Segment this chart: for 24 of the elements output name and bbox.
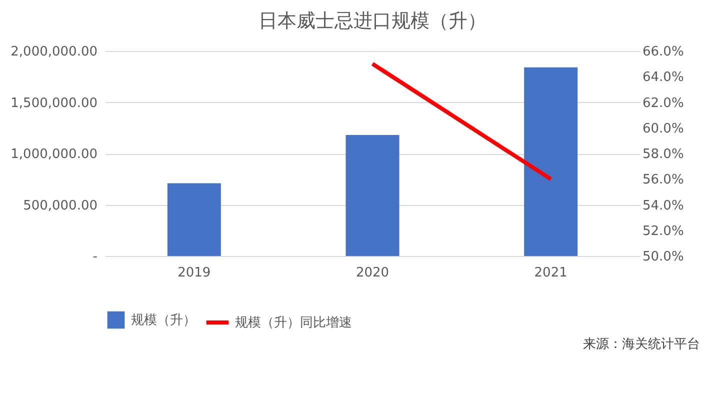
- source-note: 来源：海关统计平台: [583, 337, 700, 352]
- y-tick-label: 1,500,000.00: [10, 96, 98, 111]
- y2-tick-label: 56.0%: [642, 172, 684, 188]
- x-tick-label: 2021: [534, 266, 568, 280]
- y-tick-label: 2,000,000.00: [10, 44, 98, 60]
- chart-title: 日本威士忌进口规模（升）: [258, 10, 486, 32]
- y-tick-label: -: [92, 250, 98, 264]
- y2-tick-label: 62.0%: [642, 96, 684, 111]
- bar: [524, 67, 578, 256]
- x-tick-label: 2019: [178, 266, 211, 280]
- y2-tick-label: 58.0%: [642, 147, 684, 162]
- x-tick-label: 2020: [356, 266, 390, 280]
- y2-tick-label: 50.0%: [642, 250, 684, 264]
- bar: [167, 183, 221, 256]
- legend-label: 规模（升）同比增速: [235, 316, 352, 330]
- legend-label: 规模（升）: [131, 313, 196, 328]
- y2-tick-label: 52.0%: [642, 224, 684, 239]
- y2-tick-label: 54.0%: [642, 198, 684, 214]
- y-tick-label: 1,000,000.00: [10, 147, 98, 162]
- y-tick-label: 500,000.00: [23, 198, 98, 214]
- y2-tick-label: 64.0%: [642, 70, 684, 86]
- y2-tick-label: 66.0%: [642, 44, 684, 60]
- bar: [346, 135, 400, 256]
- y2-tick-label: 60.0%: [642, 121, 684, 136]
